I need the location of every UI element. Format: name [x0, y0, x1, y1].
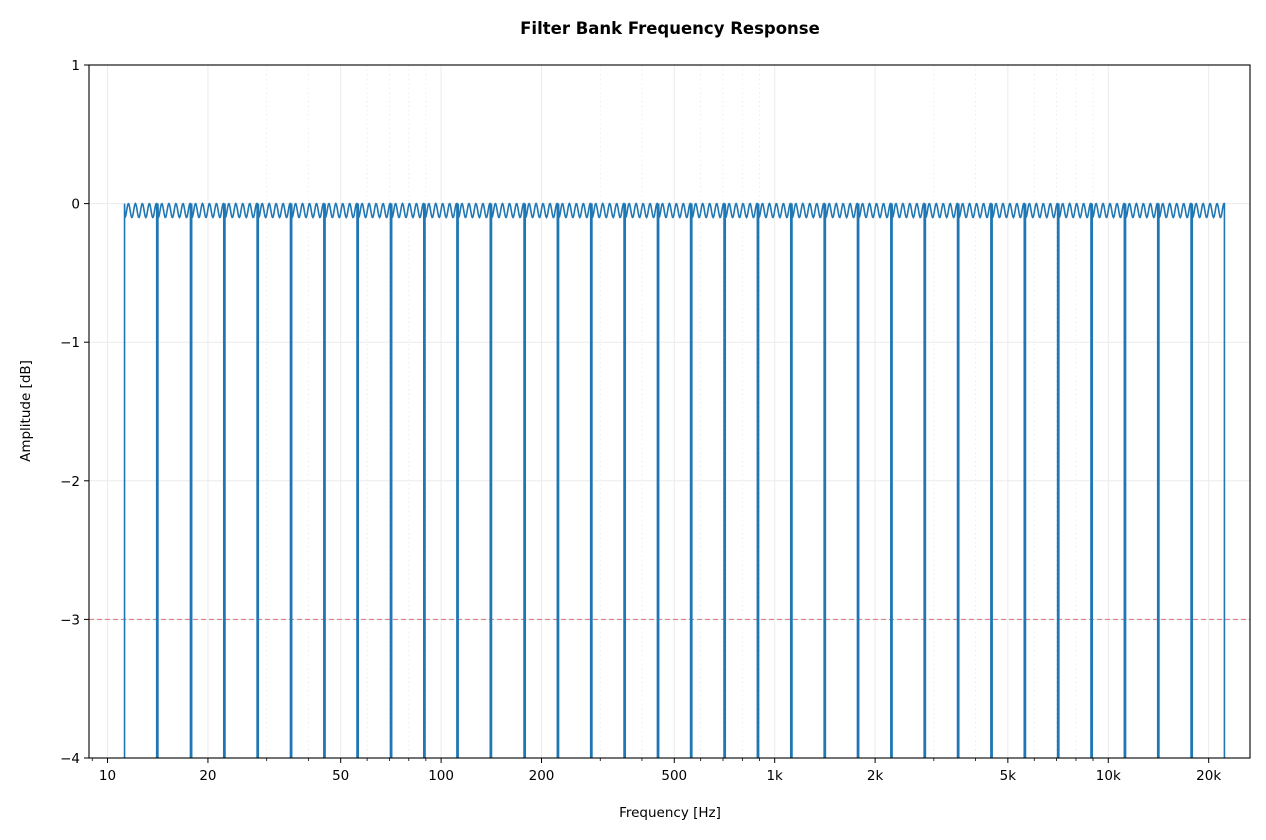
band-response-line — [991, 202, 1026, 758]
band-response-line — [957, 202, 992, 758]
band-response-line — [457, 202, 492, 758]
band-response-line — [624, 202, 659, 758]
band-response-line — [190, 202, 225, 758]
band-response-line — [1191, 202, 1226, 758]
band-response-line — [224, 202, 258, 758]
y-tick-label: −3 — [60, 612, 80, 628]
x-tick-label: 5k — [1000, 768, 1017, 784]
band-response-line — [357, 202, 392, 758]
band-response-line — [891, 202, 925, 758]
band-response-line — [424, 202, 458, 758]
band-response-line — [591, 202, 625, 758]
x-tick-label: 10 — [99, 768, 116, 784]
band-response-line — [257, 202, 292, 758]
band-response-line — [157, 202, 192, 758]
band-response-line — [390, 202, 425, 758]
band-response-line — [1124, 202, 1159, 758]
band-response-line — [724, 202, 759, 758]
x-tick-label: 500 — [661, 768, 687, 784]
band-response-line — [857, 202, 892, 758]
x-axis-label: Frequency [Hz] — [619, 805, 721, 821]
y-axis-label: Amplitude [dB] — [18, 360, 34, 462]
y-tick-label: 0 — [71, 197, 80, 213]
y-tick-label: −4 — [60, 751, 80, 767]
band-response-line — [290, 202, 325, 758]
band-response-line — [1091, 202, 1126, 758]
band-response-line — [1158, 202, 1192, 758]
band-response-line — [791, 202, 825, 758]
band-response-line — [924, 202, 959, 758]
x-tick-label: 10k — [1096, 768, 1121, 784]
band-response-line — [123, 202, 158, 758]
x-tick-label: 20k — [1196, 768, 1221, 784]
x-tick-label: 50 — [332, 768, 349, 784]
band-response-line — [657, 202, 692, 758]
band-response-line — [757, 202, 792, 758]
band-response-line — [824, 202, 859, 758]
y-tick-label: −1 — [60, 335, 80, 351]
y-tick-label: 1 — [71, 58, 80, 74]
band-response-line — [1058, 202, 1092, 758]
x-tick-label: 20 — [199, 768, 216, 784]
axes-frame — [88, 64, 1251, 759]
x-tick-label: 2k — [867, 768, 884, 784]
band-response-line — [490, 202, 525, 758]
plot-area — [89, 202, 1250, 758]
x-tick-label: 200 — [529, 768, 555, 784]
chart-title: Filter Bank Frequency Response — [520, 19, 820, 38]
band-response-line — [524, 202, 559, 758]
x-tick-label: 100 — [428, 768, 454, 784]
band-response-line — [1024, 202, 1059, 758]
y-tick-label: −2 — [60, 474, 80, 490]
band-response-line — [324, 202, 358, 758]
band-response-line — [557, 202, 592, 758]
band-response-line — [691, 202, 725, 758]
x-tick-label: 1k — [766, 768, 783, 784]
grid — [89, 64, 1250, 759]
